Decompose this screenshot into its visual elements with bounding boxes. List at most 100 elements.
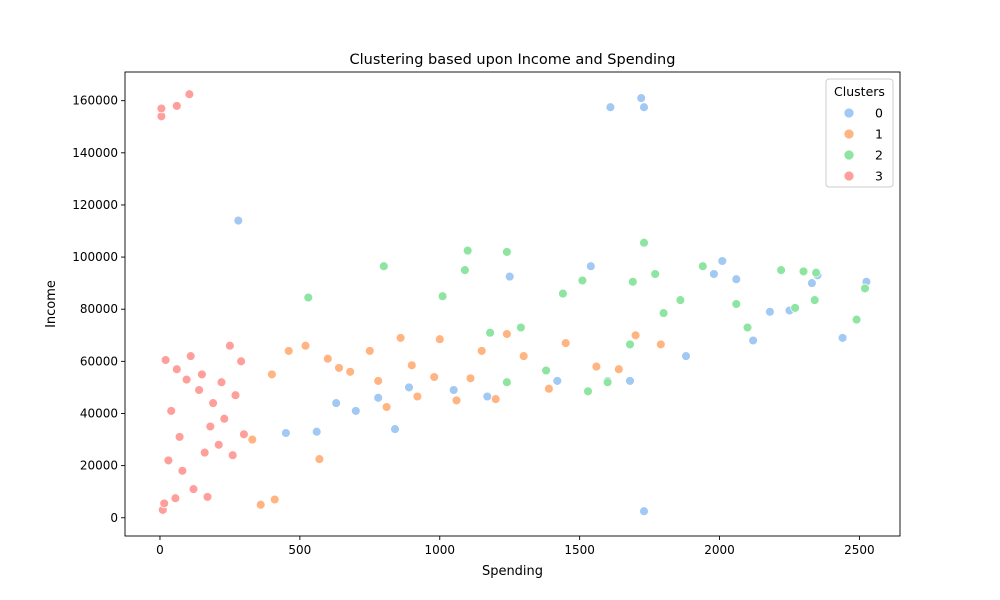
data-point-cluster-2 [516, 322, 526, 333]
data-point-cluster-1 [429, 372, 439, 382]
data-point-cluster-1 [412, 391, 423, 402]
data-point-cluster-2 [809, 295, 820, 305]
data-point-cluster-0 [765, 307, 775, 317]
data-point-cluster-1 [365, 346, 375, 356]
data-point-cluster-3 [170, 493, 181, 503]
data-point-cluster-2 [558, 288, 568, 299]
legend-items: 0 1 2 3 [843, 106, 883, 184]
data-point-cluster-3 [199, 447, 210, 458]
y-tick-label: 140000 [72, 146, 118, 160]
data-point-cluster-2 [811, 267, 821, 278]
data-point-cluster-2 [485, 327, 495, 338]
data-point-cluster-2 [650, 269, 660, 279]
data-point-cluster-3 [208, 398, 218, 408]
data-point-cluster-1 [269, 494, 280, 505]
data-point-cluster-2 [577, 275, 588, 286]
y-tick-label: 40000 [80, 406, 118, 420]
data-point-cluster-3 [177, 466, 188, 476]
data-point-cluster-3 [216, 377, 227, 387]
data-point-cluster-1 [255, 499, 266, 510]
data-point-cluster-2 [602, 377, 613, 387]
data-point-cluster-3 [239, 429, 249, 440]
data-point-cluster-0 [807, 278, 817, 288]
x-tick-label: 0 [156, 543, 164, 557]
data-point-cluster-1 [490, 394, 501, 404]
data-point-cluster-2 [628, 277, 638, 287]
x-tick-label: 2000 [704, 543, 735, 557]
y-tick-label: 160000 [72, 94, 118, 108]
data-point-cluster-1 [300, 340, 311, 351]
data-point-cluster-0 [233, 215, 244, 226]
legend-label-cluster-2: 2 [875, 148, 883, 163]
data-point-cluster-0 [639, 506, 649, 516]
points-layer [156, 89, 872, 516]
data-point-cluster-2 [303, 292, 314, 303]
data-point-cluster-1 [544, 383, 554, 394]
chart-title: Clustering based upon Income and Spendin… [350, 52, 676, 68]
data-point-cluster-1 [407, 360, 417, 371]
data-point-cluster-3 [184, 89, 195, 99]
data-point-cluster-1 [630, 330, 641, 341]
data-point-cluster-0 [482, 391, 493, 402]
data-point-cluster-2 [437, 291, 448, 301]
legend: Clusters 0 1 2 3 [825, 78, 894, 188]
data-point-cluster-3 [160, 355, 171, 365]
data-point-cluster-0 [639, 102, 649, 112]
y-tick-label: 60000 [80, 354, 118, 368]
data-point-cluster-2 [460, 265, 470, 275]
data-point-cluster-3 [236, 356, 246, 367]
data-point-cluster-2 [798, 266, 809, 277]
legend-marker-cluster-0 [843, 107, 855, 119]
plot-frame [124, 71, 901, 537]
data-point-cluster-0 [552, 376, 563, 386]
data-point-cluster-3 [166, 406, 176, 416]
axes-layer: 0 500 1000 1500 2000 2500 0 20000 40000 60000 8000… [72, 94, 875, 557]
data-point-cluster-1 [518, 351, 529, 361]
data-point-cluster-2 [541, 365, 551, 376]
y-tick-label: 120000 [72, 198, 118, 212]
data-point-cluster-3 [205, 421, 216, 432]
data-point-cluster-1 [614, 364, 624, 374]
data-point-cluster-1 [283, 346, 294, 356]
data-point-cluster-2 [742, 322, 753, 333]
data-point-cluster-3 [172, 101, 182, 111]
data-point-cluster-3 [159, 498, 169, 509]
data-point-cluster-2 [860, 283, 870, 294]
data-point-cluster-3 [197, 369, 207, 380]
data-point-cluster-0 [404, 382, 414, 393]
legend-box [825, 78, 894, 188]
data-point-cluster-2 [675, 295, 686, 305]
y-tick-label: 100000 [72, 250, 118, 264]
data-point-cluster-3 [174, 432, 185, 442]
data-point-cluster-0 [351, 406, 361, 416]
y-tick-label: 20000 [80, 459, 118, 473]
data-point-cluster-0 [373, 393, 383, 403]
data-point-cluster-2 [658, 308, 669, 318]
data-point-cluster-2 [379, 261, 389, 271]
data-point-cluster-3 [202, 492, 213, 502]
x-tick-label: 500 [288, 543, 311, 557]
legend-marker-cluster-3 [843, 170, 855, 182]
legend-label-cluster-1: 1 [875, 127, 883, 142]
data-point-cluster-1 [395, 333, 406, 343]
data-point-cluster-1 [435, 334, 445, 344]
data-point-cluster-3 [188, 484, 199, 494]
legend-marker-cluster-2 [843, 149, 855, 161]
data-point-cluster-2 [502, 377, 512, 387]
data-point-cluster-0 [331, 398, 341, 408]
data-point-cluster-3 [181, 374, 192, 385]
data-point-cluster-2 [639, 237, 649, 248]
data-point-cluster-0 [681, 351, 691, 361]
data-point-cluster-2 [776, 265, 786, 275]
data-point-cluster-1 [345, 367, 355, 377]
y-axis-label: Income [44, 280, 59, 328]
data-point-cluster-0 [390, 424, 400, 434]
x-tick-label: 1000 [424, 543, 455, 557]
data-point-cluster-2 [790, 303, 800, 313]
data-point-cluster-1 [247, 434, 258, 445]
data-point-cluster-0 [837, 333, 848, 343]
data-point-cluster-0 [281, 428, 291, 438]
x-axis-label: Spending [482, 564, 543, 579]
data-point-cluster-1 [334, 363, 344, 373]
data-point-cluster-3 [230, 390, 241, 400]
